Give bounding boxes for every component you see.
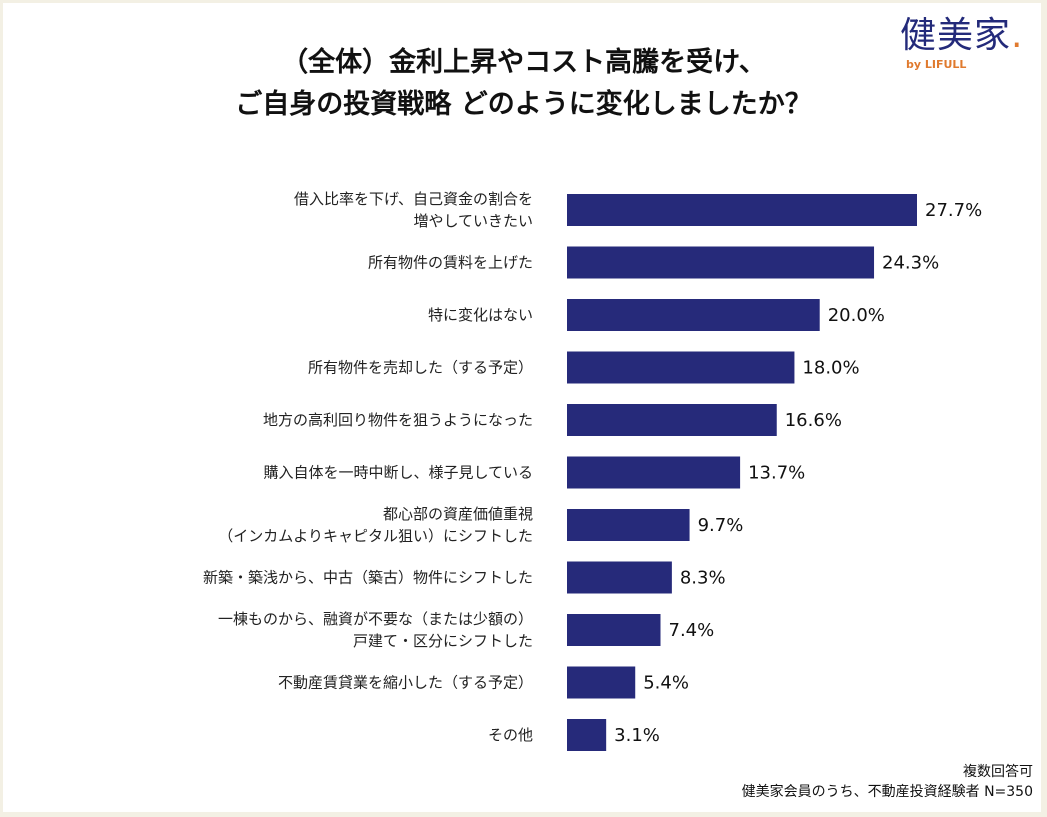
data-label: 3.1% xyxy=(614,725,660,746)
bar xyxy=(567,719,607,751)
data-label: 24.3% xyxy=(882,253,939,274)
category-label: 借入比率を下げ、自己資金の割合を xyxy=(294,190,533,208)
data-label: 8.3% xyxy=(680,568,726,589)
category-label: 不動産賃貸業を縮小した（する予定） xyxy=(278,674,533,692)
data-label: 27.7% xyxy=(925,200,982,221)
category-label: 一棟ものから、融資が不要な（または少額の） xyxy=(218,610,533,628)
data-label: 18.0% xyxy=(802,358,859,379)
category-label: 特に変化はない xyxy=(428,306,533,324)
category-label: 地方の高利回り物件を狙うようになった xyxy=(263,411,533,429)
data-label: 9.7% xyxy=(698,515,744,536)
category-label: （インカムよりキャピタル狙い）にシフトした xyxy=(218,527,533,545)
data-label: 20.0% xyxy=(828,305,885,326)
bar xyxy=(567,351,795,384)
bar xyxy=(567,194,917,226)
bar xyxy=(567,666,636,699)
bar xyxy=(567,299,820,331)
category-label: 所有物件を売却した（する予定） xyxy=(308,359,533,377)
title-line-1: （全体）金利上昇やコスト高騰を受け、 xyxy=(281,47,766,78)
category-label: 購入自体を一時中断し、様子見している xyxy=(263,464,533,482)
category-label: 所有物件の賃料を上げた xyxy=(368,254,533,272)
title-line-2: ご自身の投資戦略 どのように変化しましたか？ xyxy=(235,89,812,120)
bar xyxy=(567,509,690,541)
bar xyxy=(567,404,777,436)
category-label: 新築・築浅から、中古（築古）物件にシフトした xyxy=(203,569,533,587)
bar xyxy=(567,614,661,646)
note-sample: 健美家会員のうち、不動産投資経験者 N=350 xyxy=(741,784,1033,800)
category-label: その他 xyxy=(488,726,533,744)
bar xyxy=(567,456,741,489)
note-multiple-answers: 複数回答可 xyxy=(963,764,1033,780)
category-label: 増やしていきたい xyxy=(413,212,533,230)
logo-sub: by LIFULL xyxy=(906,58,967,71)
category-label: 戸建て・区分にシフトした xyxy=(353,632,533,650)
data-label: 5.4% xyxy=(643,673,689,694)
category-label: 都心部の資産価値重視 xyxy=(383,505,533,523)
data-label: 7.4% xyxy=(669,620,715,641)
footnote: 複数回答可 健美家会員のうち、不動産投資経験者 N=350 xyxy=(742,762,1033,802)
bar xyxy=(567,246,875,279)
chart-frame xyxy=(3,3,1041,812)
data-label: 16.6% xyxy=(785,410,842,431)
logo: 健美家. by LIFULL xyxy=(900,14,1040,71)
chart-title: （全体）金利上昇やコスト高騰を受け、 ご自身の投資戦略 どのように変化しましたか… xyxy=(0,42,1047,126)
bar xyxy=(567,561,672,594)
logo-text: 健美家 xyxy=(900,15,1012,56)
data-label: 13.7% xyxy=(748,463,805,484)
